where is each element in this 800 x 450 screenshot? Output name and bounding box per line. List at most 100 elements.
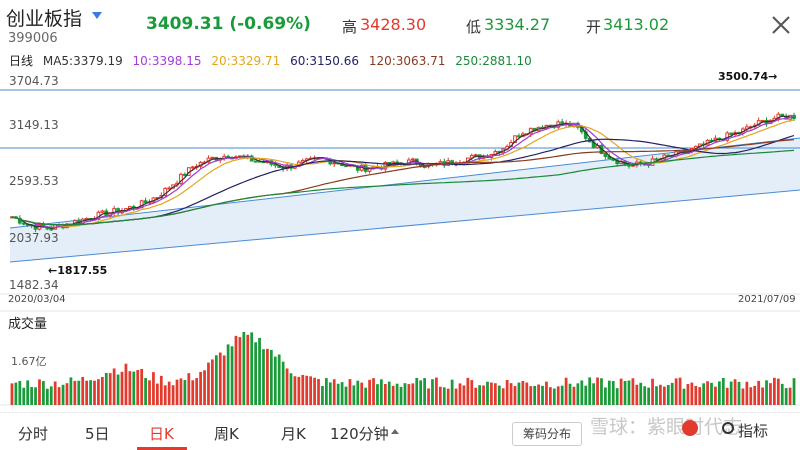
volume-bar bbox=[757, 380, 761, 405]
volume-bar bbox=[336, 383, 340, 405]
volume-bar bbox=[30, 386, 33, 405]
tab-monthly-k[interactable]: 月K bbox=[281, 425, 306, 443]
index-title[interactable]: 创业板指 bbox=[6, 8, 83, 30]
volume-bar bbox=[619, 378, 623, 405]
volume-bar bbox=[694, 385, 698, 405]
volume-bar bbox=[411, 383, 415, 405]
volume-bar bbox=[163, 385, 167, 405]
volume-bar bbox=[745, 381, 749, 405]
min-annotation: ←1817.55 bbox=[48, 264, 108, 277]
volume-bar bbox=[26, 380, 30, 405]
candle-body bbox=[422, 166, 427, 169]
volume-bar bbox=[576, 383, 580, 405]
candle-body bbox=[33, 225, 38, 230]
tab-120min[interactable]: 120分钟 bbox=[330, 425, 389, 443]
volume-bar bbox=[580, 380, 584, 405]
tab-5day[interactable]: 5日 bbox=[85, 425, 110, 443]
volume-bar bbox=[776, 378, 780, 405]
volume-bar bbox=[792, 378, 796, 405]
tab-weekly-k[interactable]: 周K bbox=[214, 425, 239, 443]
ma-legend: 日线 MA5:3379.19 10:3398.15 20:3329.71 60:… bbox=[9, 52, 538, 69]
tab-intraday[interactable]: 分时 bbox=[18, 425, 49, 443]
volume-bar bbox=[120, 371, 124, 405]
volume-bar bbox=[167, 381, 171, 405]
volume-bar bbox=[462, 385, 466, 405]
volume-bar bbox=[659, 384, 662, 405]
volume-bar bbox=[773, 377, 776, 405]
volume-bar bbox=[399, 386, 403, 405]
candle-body bbox=[654, 158, 659, 161]
volume-bar bbox=[179, 378, 183, 405]
volume-bar bbox=[380, 379, 383, 405]
volume-bar bbox=[482, 385, 485, 405]
candle-body bbox=[776, 113, 781, 119]
volume-bar bbox=[438, 386, 442, 405]
candle-body bbox=[190, 166, 195, 169]
volume-bar bbox=[10, 383, 14, 405]
y-tick: 1482.34 bbox=[9, 278, 59, 292]
volume-bar bbox=[780, 383, 784, 405]
volume-bar bbox=[258, 337, 261, 405]
volume-bar bbox=[415, 377, 419, 405]
open-label: 开 bbox=[586, 18, 602, 36]
active-tab-indicator bbox=[137, 447, 187, 450]
candle-body bbox=[84, 218, 89, 221]
volume-bar bbox=[655, 386, 658, 405]
candle-body bbox=[300, 160, 305, 163]
volume-bar bbox=[639, 382, 643, 405]
candle-body bbox=[210, 156, 215, 159]
volume-bar bbox=[529, 386, 533, 405]
period-label: 日线 bbox=[9, 54, 34, 68]
volume-bar bbox=[454, 388, 458, 405]
volume-bar bbox=[419, 380, 423, 405]
volume-bar bbox=[607, 380, 611, 405]
volume-bar bbox=[97, 379, 100, 405]
volume-bar bbox=[501, 388, 505, 405]
volume-bar bbox=[674, 378, 678, 405]
last-price: 3409.31 (-0.69%) bbox=[146, 14, 311, 34]
volume-bar bbox=[466, 377, 470, 405]
volume-bar bbox=[348, 379, 352, 405]
volume-bar bbox=[706, 381, 709, 405]
volume-bar bbox=[690, 382, 694, 405]
volume-bar bbox=[199, 371, 202, 405]
volume-bar bbox=[297, 376, 301, 405]
volume-bar bbox=[427, 388, 430, 405]
candle-body bbox=[603, 153, 608, 157]
volume-bar bbox=[65, 383, 69, 405]
tab-dropdown-caret-icon[interactable] bbox=[391, 429, 399, 434]
volume-bar bbox=[61, 384, 65, 405]
close-icon[interactable] bbox=[770, 14, 792, 36]
volume-bar bbox=[254, 342, 258, 405]
channel-bottom-line bbox=[9, 189, 800, 263]
volume-bar bbox=[340, 382, 344, 405]
tab-daily-k[interactable]: 日K bbox=[149, 425, 174, 443]
y-tick: 2037.93 bbox=[9, 231, 59, 245]
low-value: 3334.27 bbox=[484, 15, 551, 34]
volume-bar bbox=[332, 379, 336, 405]
indicator-icon[interactable] bbox=[722, 422, 734, 434]
volume-bar bbox=[387, 381, 391, 405]
indicator-button[interactable]: 指标 bbox=[738, 422, 769, 440]
volume-bar bbox=[262, 349, 265, 405]
volume-bar bbox=[112, 368, 116, 405]
volume-bar bbox=[175, 379, 179, 405]
candle-body bbox=[143, 200, 148, 203]
volume-bar bbox=[242, 331, 246, 405]
volume-bar bbox=[22, 387, 26, 405]
volume-bar bbox=[42, 381, 45, 405]
volume-bar bbox=[368, 379, 371, 405]
volume-bar bbox=[53, 381, 57, 405]
candle-body bbox=[410, 158, 415, 161]
volume-bar bbox=[686, 384, 690, 405]
volume-bar bbox=[356, 380, 360, 405]
quote-header: 创业板指 399006 3409.31 (-0.69%) 高 3428.30 低… bbox=[0, 0, 800, 52]
volume-bar bbox=[108, 373, 112, 405]
volume-bar bbox=[207, 362, 210, 405]
index-code: 399006 bbox=[8, 31, 58, 46]
volume-bar bbox=[600, 378, 603, 405]
dropdown-caret-icon[interactable] bbox=[92, 12, 102, 19]
chip-distribution-button[interactable]: 筹码分布 bbox=[512, 422, 582, 446]
volume-bar bbox=[521, 381, 525, 405]
kline-chart[interactable] bbox=[0, 0, 800, 412]
